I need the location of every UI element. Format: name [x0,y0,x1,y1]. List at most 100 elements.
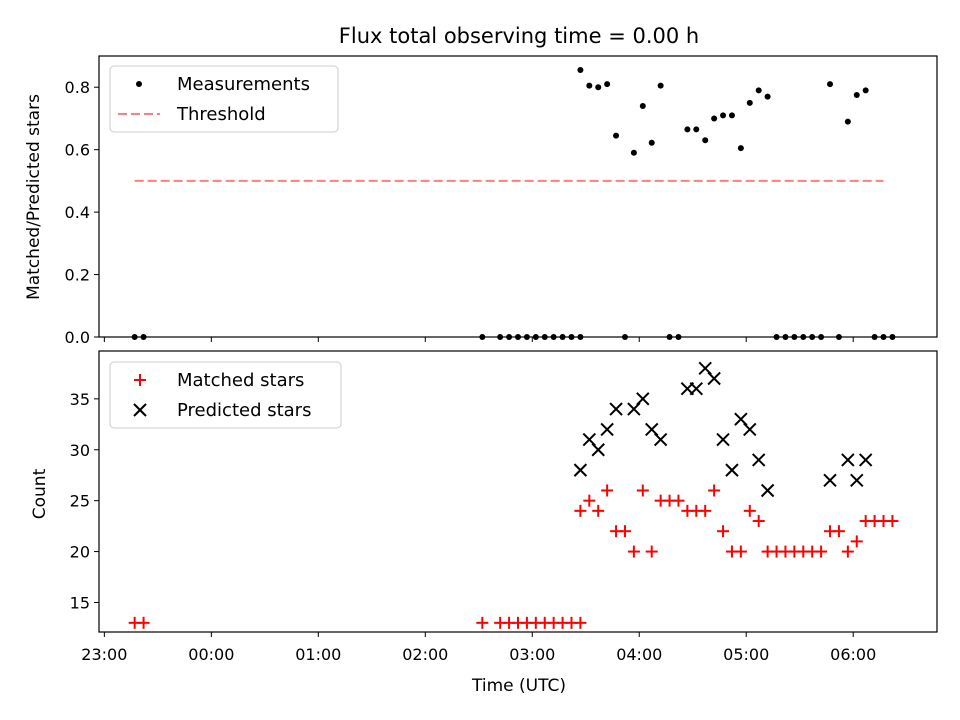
measurement-point [853,92,860,99]
matched-stars-point [752,515,765,528]
measurement-point [648,139,655,146]
measurement-point [604,81,611,88]
measurement-point [711,115,718,122]
x-tick-label: 00:00 [188,645,234,664]
matched-stars-point [841,545,854,558]
predicted-stars-point [636,392,650,406]
matched-stars-point [708,484,721,497]
matched-stars-point [627,545,640,558]
bottom-y-tick-label: 15 [70,593,90,612]
matched-stars-point [815,545,828,558]
measurement-point [630,149,637,156]
predicted-stars-point [725,463,739,477]
measurement-point [613,132,620,139]
top-y-tick-label: 0.0 [65,328,90,347]
matched-stars-point [850,535,863,548]
legend-matched-label: Matched stars [177,370,304,391]
legend-measurements-label: Measurements [177,74,310,95]
measurement-point [755,87,762,94]
x-axis-label: Time (UTC) [471,676,566,696]
matched-stars-point [886,515,899,528]
bottom-y-tick-label: 35 [70,390,90,409]
matched-stars-point [574,504,587,517]
matched-stars-point [645,545,658,558]
predicted-stars-point [823,473,837,488]
measurement-point [595,84,602,91]
predicted-stars-point [743,422,757,437]
top-legend: Measurements Threshold [109,65,339,133]
predicted-stars-point [841,453,855,467]
bottom-plot-marks [128,361,899,629]
predicted-stars-point [573,463,588,477]
measurement-point [862,87,869,94]
predicted-stars-point [850,473,864,488]
measurement-point [657,82,664,89]
bottom-y-tick-label: 25 [70,492,90,511]
x-tick-label: 01:00 [295,645,341,664]
top-y-tick-label: 0.4 [65,203,90,222]
x-tick-label: 04:00 [616,645,662,664]
measurement-point [639,102,646,109]
bottom-ticks: 15 20 25 30 35 23:00 00:00 01:00 02:00 03:00 04:00… [70,390,877,664]
matched-stars-point [476,616,489,629]
matched-stars-point [832,525,845,538]
predicted-stars-point [591,443,605,457]
measurement-point [827,81,834,88]
measurement-point [684,126,691,133]
bottom-y-tick-label: 20 [70,543,90,562]
predicted-stars-point [689,381,704,396]
predicted-stars-point [653,432,668,447]
predicted-stars-point [716,432,730,447]
predicted-stars-point [751,453,766,467]
measurement-point [693,126,700,133]
legend-predicted-marker [133,403,147,417]
legend-threshold-label: Threshold [176,104,266,125]
x-tick-label: 03:00 [509,645,555,664]
measurement-point [737,145,744,152]
matched-stars-point [574,616,587,629]
bottom-y-axis-label: Count [30,468,50,519]
top-y-axis-label: Matched/Predicted stars [24,94,44,300]
measurement-point [764,93,771,100]
top-y-tick-label: 0.2 [65,266,90,285]
top-legend-box [109,65,339,133]
matched-stars-point [636,484,649,497]
figure-title: Flux total observing time = 0.00 h [339,24,699,48]
matched-stars-point [672,494,685,507]
measurement-point [586,82,593,89]
matched-stars-point [592,504,605,517]
predicted-stars-point [707,371,721,386]
x-tick-label: 05:00 [723,645,769,664]
predicted-stars-point [858,453,873,467]
matched-stars-point [699,504,712,517]
measurement-point [728,112,735,119]
matched-stars-point [618,525,631,538]
bottom-axes-frame [98,350,938,633]
top-plot-marks [131,67,896,340]
bottom-y-tick-label: 30 [70,441,90,460]
x-tick-label: 02:00 [402,645,448,664]
matched-stars-point [583,494,596,507]
matched-stars-point [717,525,730,538]
top-ticks: 0.0 0.2 0.4 0.6 0.8 [65,78,854,347]
measurement-point [844,118,851,125]
matched-stars-point [137,616,150,629]
matched-stars-point [743,504,756,517]
predicted-stars-point [609,402,623,416]
top-axes-frame [98,55,938,338]
matched-stars-point [601,484,614,497]
bottom-panel: 15 20 25 30 35 23:00 00:00 01:00 02:00 03:00 04:00… [30,350,938,696]
predicted-stars-point [760,483,775,498]
measurement-point [577,67,584,74]
bottom-legend-box [109,361,342,429]
predicted-stars-point [600,422,614,437]
x-tick-label: 06:00 [830,645,876,664]
legend-predicted-label: Predicted stars [177,400,311,421]
bottom-legend: Matched stars Predicted stars [109,361,342,429]
x-tick-label: 23:00 [81,645,127,664]
top-y-tick-label: 0.8 [65,78,90,97]
matched-stars-point [734,545,747,558]
top-y-tick-label: 0.6 [65,141,90,160]
legend-measurements-marker [136,81,142,87]
